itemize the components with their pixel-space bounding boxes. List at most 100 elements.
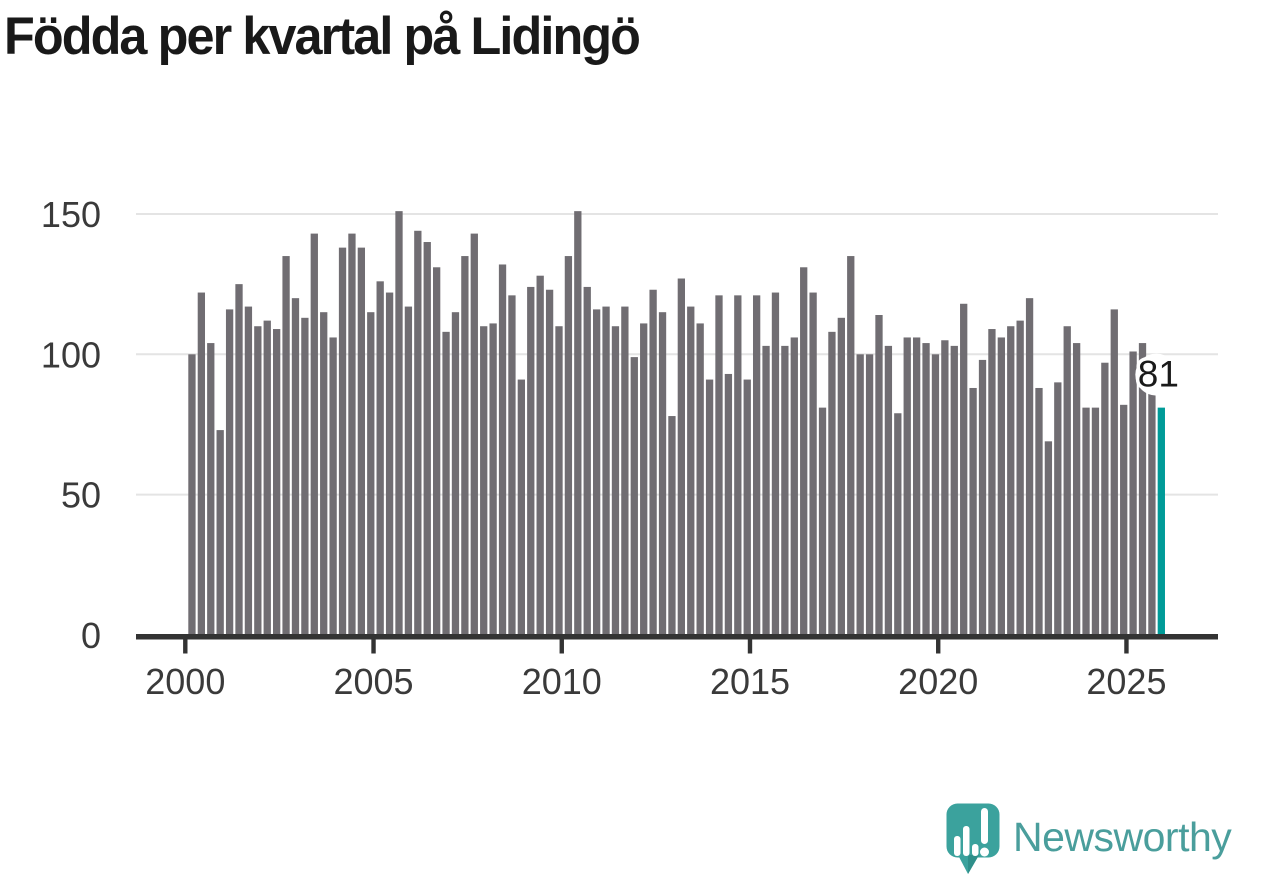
bar-2013K1 [677, 278, 685, 635]
bar-2017K2 [837, 317, 845, 635]
x-tick-label-2015: 2015 [710, 661, 790, 702]
bar-2006K4 [442, 331, 450, 635]
bar-2020K1 [941, 340, 949, 635]
bar-2012K2 [649, 289, 657, 635]
bar-2004K2 [348, 233, 356, 635]
bar-2007K3 [470, 233, 478, 635]
bar-2011K2 [611, 326, 620, 635]
bar-2025K1 [1129, 351, 1137, 635]
x-tick-2000 [183, 639, 188, 654]
x-tick-2015 [747, 639, 753, 654]
bar-2021K4 [1007, 326, 1015, 635]
bubble-tail-shade [968, 855, 979, 874]
bar-2014K3 [734, 295, 742, 635]
logo-exclamation-stem [981, 808, 988, 844]
bar-2018K2 [875, 315, 883, 635]
bar-2007K4 [480, 326, 488, 635]
bar-2016K1 [790, 337, 798, 635]
bar-2018K3 [884, 345, 893, 635]
bar-2016K2 [800, 267, 808, 635]
bar-2015K4 [781, 345, 789, 635]
bar-2011K4 [630, 357, 638, 635]
bar-2004K1 [338, 247, 347, 635]
bar-2024K1 [1091, 407, 1100, 635]
bar-2023K3 [1072, 343, 1081, 635]
bar-2021K2 [988, 329, 996, 635]
bar-2002K1 [263, 320, 271, 635]
bar-2005K3 [395, 211, 403, 635]
bar-2011K1 [602, 306, 610, 635]
bar-2022K1 [1016, 320, 1024, 635]
bar-2000K3 [207, 343, 215, 635]
x-tick-2025 [1124, 639, 1129, 654]
bar-2012K3 [658, 312, 667, 635]
bar-2005K2 [385, 292, 394, 635]
bar-2017K1 [828, 331, 836, 635]
bar-2020K4 [969, 387, 977, 635]
bar-2020K2 [950, 345, 958, 635]
bar-2023K1 [1054, 382, 1062, 635]
logo-bar-1 [954, 836, 961, 856]
bar-2022K2 [1025, 298, 1034, 635]
value-badge-circle [1135, 353, 1178, 396]
bar-2015K2 [762, 345, 770, 635]
bar-2024K2 [1101, 362, 1109, 635]
logo-bar-2 [963, 826, 970, 856]
bar-2022K3 [1035, 387, 1043, 635]
bar-2006K3 [433, 267, 441, 635]
bar-2020K3 [960, 303, 968, 635]
bar-2006K2 [423, 242, 431, 635]
bar-2016K3 [809, 292, 817, 635]
value-badge-label: 81 [1138, 354, 1179, 395]
bar-2001K3 [244, 306, 253, 635]
newsworthy-bubble-icon [946, 803, 1000, 874]
bar-2019K3 [922, 343, 930, 635]
bar-2002K3 [282, 256, 290, 635]
logo-exclamation-dot [980, 847, 989, 857]
bar-2014K1 [715, 295, 723, 635]
bar-2005K4 [404, 306, 413, 635]
bar-2013K2 [687, 306, 695, 635]
bar-2000K2 [197, 292, 206, 635]
bar-2013K4 [705, 379, 714, 635]
bar-2003K3 [320, 312, 328, 635]
bar-2013K3 [696, 323, 704, 635]
logo-bar-3 [972, 844, 979, 856]
x-tick-label-2010: 2010 [522, 661, 602, 702]
bar-2017K4 [856, 354, 864, 635]
bar-2003K4 [329, 337, 337, 635]
x-axis-line [136, 634, 1218, 640]
bar-2008K1 [489, 323, 497, 635]
bar-2004K3 [357, 247, 366, 635]
bar-2011K3 [621, 306, 629, 635]
bar-2012K4 [668, 416, 676, 635]
bar-2001K4 [254, 326, 262, 635]
bar-2021K3 [997, 337, 1005, 635]
y-tick-label-50: 50 [61, 475, 101, 516]
bar-2018K1 [865, 354, 874, 635]
x-tick-2010 [559, 639, 564, 654]
bar-2010K3 [583, 286, 591, 635]
bar-2009K3 [545, 289, 554, 635]
bar-2025K2 [1138, 343, 1147, 635]
bar-2010K2 [574, 211, 582, 635]
newsworthy-wordmark: Newsworthy [1013, 814, 1232, 860]
bar-2023K2 [1063, 326, 1071, 635]
x-tick-label-2000: 2000 [145, 661, 225, 702]
bar-2023K4 [1082, 407, 1090, 635]
bar-2022K4 [1044, 441, 1053, 635]
bar-2019K2 [912, 337, 921, 635]
bar-2005K1 [376, 281, 384, 635]
bar-2019K4 [931, 354, 940, 635]
newsworthy-logo: Newsworthy [946, 803, 1232, 876]
bar-2010K4 [592, 309, 601, 635]
bar-2001K1 [225, 309, 234, 635]
bar-2015K1 [752, 295, 761, 635]
bar-2010K1 [564, 256, 573, 635]
bar-2006K1 [414, 230, 422, 636]
x-tick-label-2005: 2005 [333, 661, 413, 702]
bar-2019K1 [903, 337, 911, 635]
x-tick-label-2025: 2025 [1086, 661, 1166, 702]
